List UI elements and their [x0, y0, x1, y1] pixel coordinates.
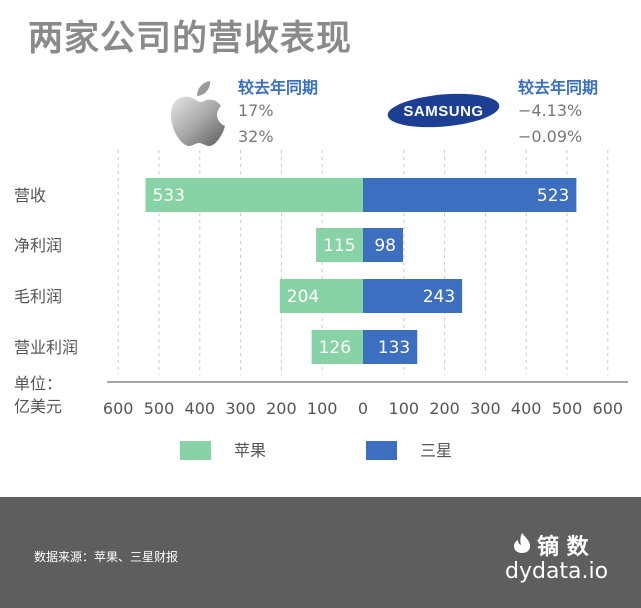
bar-samsung — [363, 178, 577, 212]
x-tick-label: 300 — [470, 399, 501, 418]
category-label: 营业利润 — [14, 338, 78, 357]
apple-revenue-growth: 17% — [238, 101, 274, 120]
category-label: 净利润 — [14, 236, 62, 255]
apple-profit-growth: 32% — [238, 127, 274, 146]
x-tick-label: 100 — [307, 399, 338, 418]
footer: 数据来源：苹果、三星财报 镝 数 dydata.io — [0, 497, 641, 608]
samsung-comparison: 较去年同期 −4.13% −0.09% — [518, 74, 598, 150]
bar-label-apple: 115 — [323, 236, 355, 256]
samsung-logo: SAMSUNG — [387, 93, 500, 128]
x-tick-label: 400 — [185, 399, 216, 418]
category-label: 毛利润 — [14, 287, 62, 306]
x-tick-label: 500 — [144, 399, 175, 418]
x-tick-label: 200 — [429, 399, 460, 418]
bar-label-samsung: 133 — [378, 338, 410, 358]
x-tick-label: 300 — [225, 399, 256, 418]
apple-comparison-header: 较去年同期 — [238, 78, 319, 97]
samsung-logo-text: SAMSUNG — [403, 103, 483, 120]
data-source: 数据来源：苹果、三星财报 — [34, 550, 179, 564]
unit-label-line2: 亿美元 — [14, 397, 62, 416]
bar-label-apple: 126 — [319, 338, 351, 358]
x-tick-label: 600 — [103, 399, 134, 418]
bar-label-samsung: 523 — [537, 186, 569, 206]
x-tick-label: 100 — [389, 399, 420, 418]
x-tick-label: 0 — [358, 399, 368, 418]
legend-swatch-apple — [180, 441, 211, 460]
x-tick-label: 500 — [552, 399, 583, 418]
x-tick-label: 400 — [511, 399, 542, 418]
bar-label-samsung: 98 — [374, 236, 396, 256]
bar-label-samsung: 243 — [423, 287, 455, 307]
apple-logo — [170, 81, 225, 147]
x-tick-label: 600 — [593, 399, 624, 418]
samsung-revenue-growth: −4.13% — [518, 101, 583, 120]
brand-url: dydata.io — [505, 559, 609, 584]
samsung-comparison-header: 较去年同期 — [518, 78, 599, 97]
brand-name: 镝 数 — [537, 535, 589, 560]
page-title: 两家公司的营收表现 — [28, 19, 353, 59]
apple-comparison: 较去年同期 17% 32% — [238, 74, 318, 150]
category-label: 营收 — [14, 186, 46, 205]
bar-apple — [145, 178, 363, 212]
bar-samsung — [363, 228, 403, 262]
bar-apple — [311, 330, 363, 364]
unit-label-line1: 单位： — [14, 374, 62, 393]
bar-label-apple: 533 — [153, 186, 185, 206]
bar-samsung — [363, 279, 463, 313]
legend-swatch-samsung — [366, 441, 397, 460]
samsung-profit-growth: −0.09% — [518, 127, 583, 146]
bar-samsung — [363, 330, 418, 364]
legend-label-apple: 苹果 — [234, 441, 266, 460]
x-tick-label: 200 — [266, 399, 297, 418]
bar-apple — [279, 279, 363, 313]
legend-label-samsung: 三星 — [420, 441, 452, 460]
bar-label-apple: 204 — [287, 287, 319, 307]
diverging-bar-chart: 533 523 营收 115 98 净利润 204 243 毛利润 126 133 营业利润 600 50… — [14, 150, 628, 460]
flame-icon — [514, 533, 530, 553]
bar-apple — [316, 228, 363, 262]
